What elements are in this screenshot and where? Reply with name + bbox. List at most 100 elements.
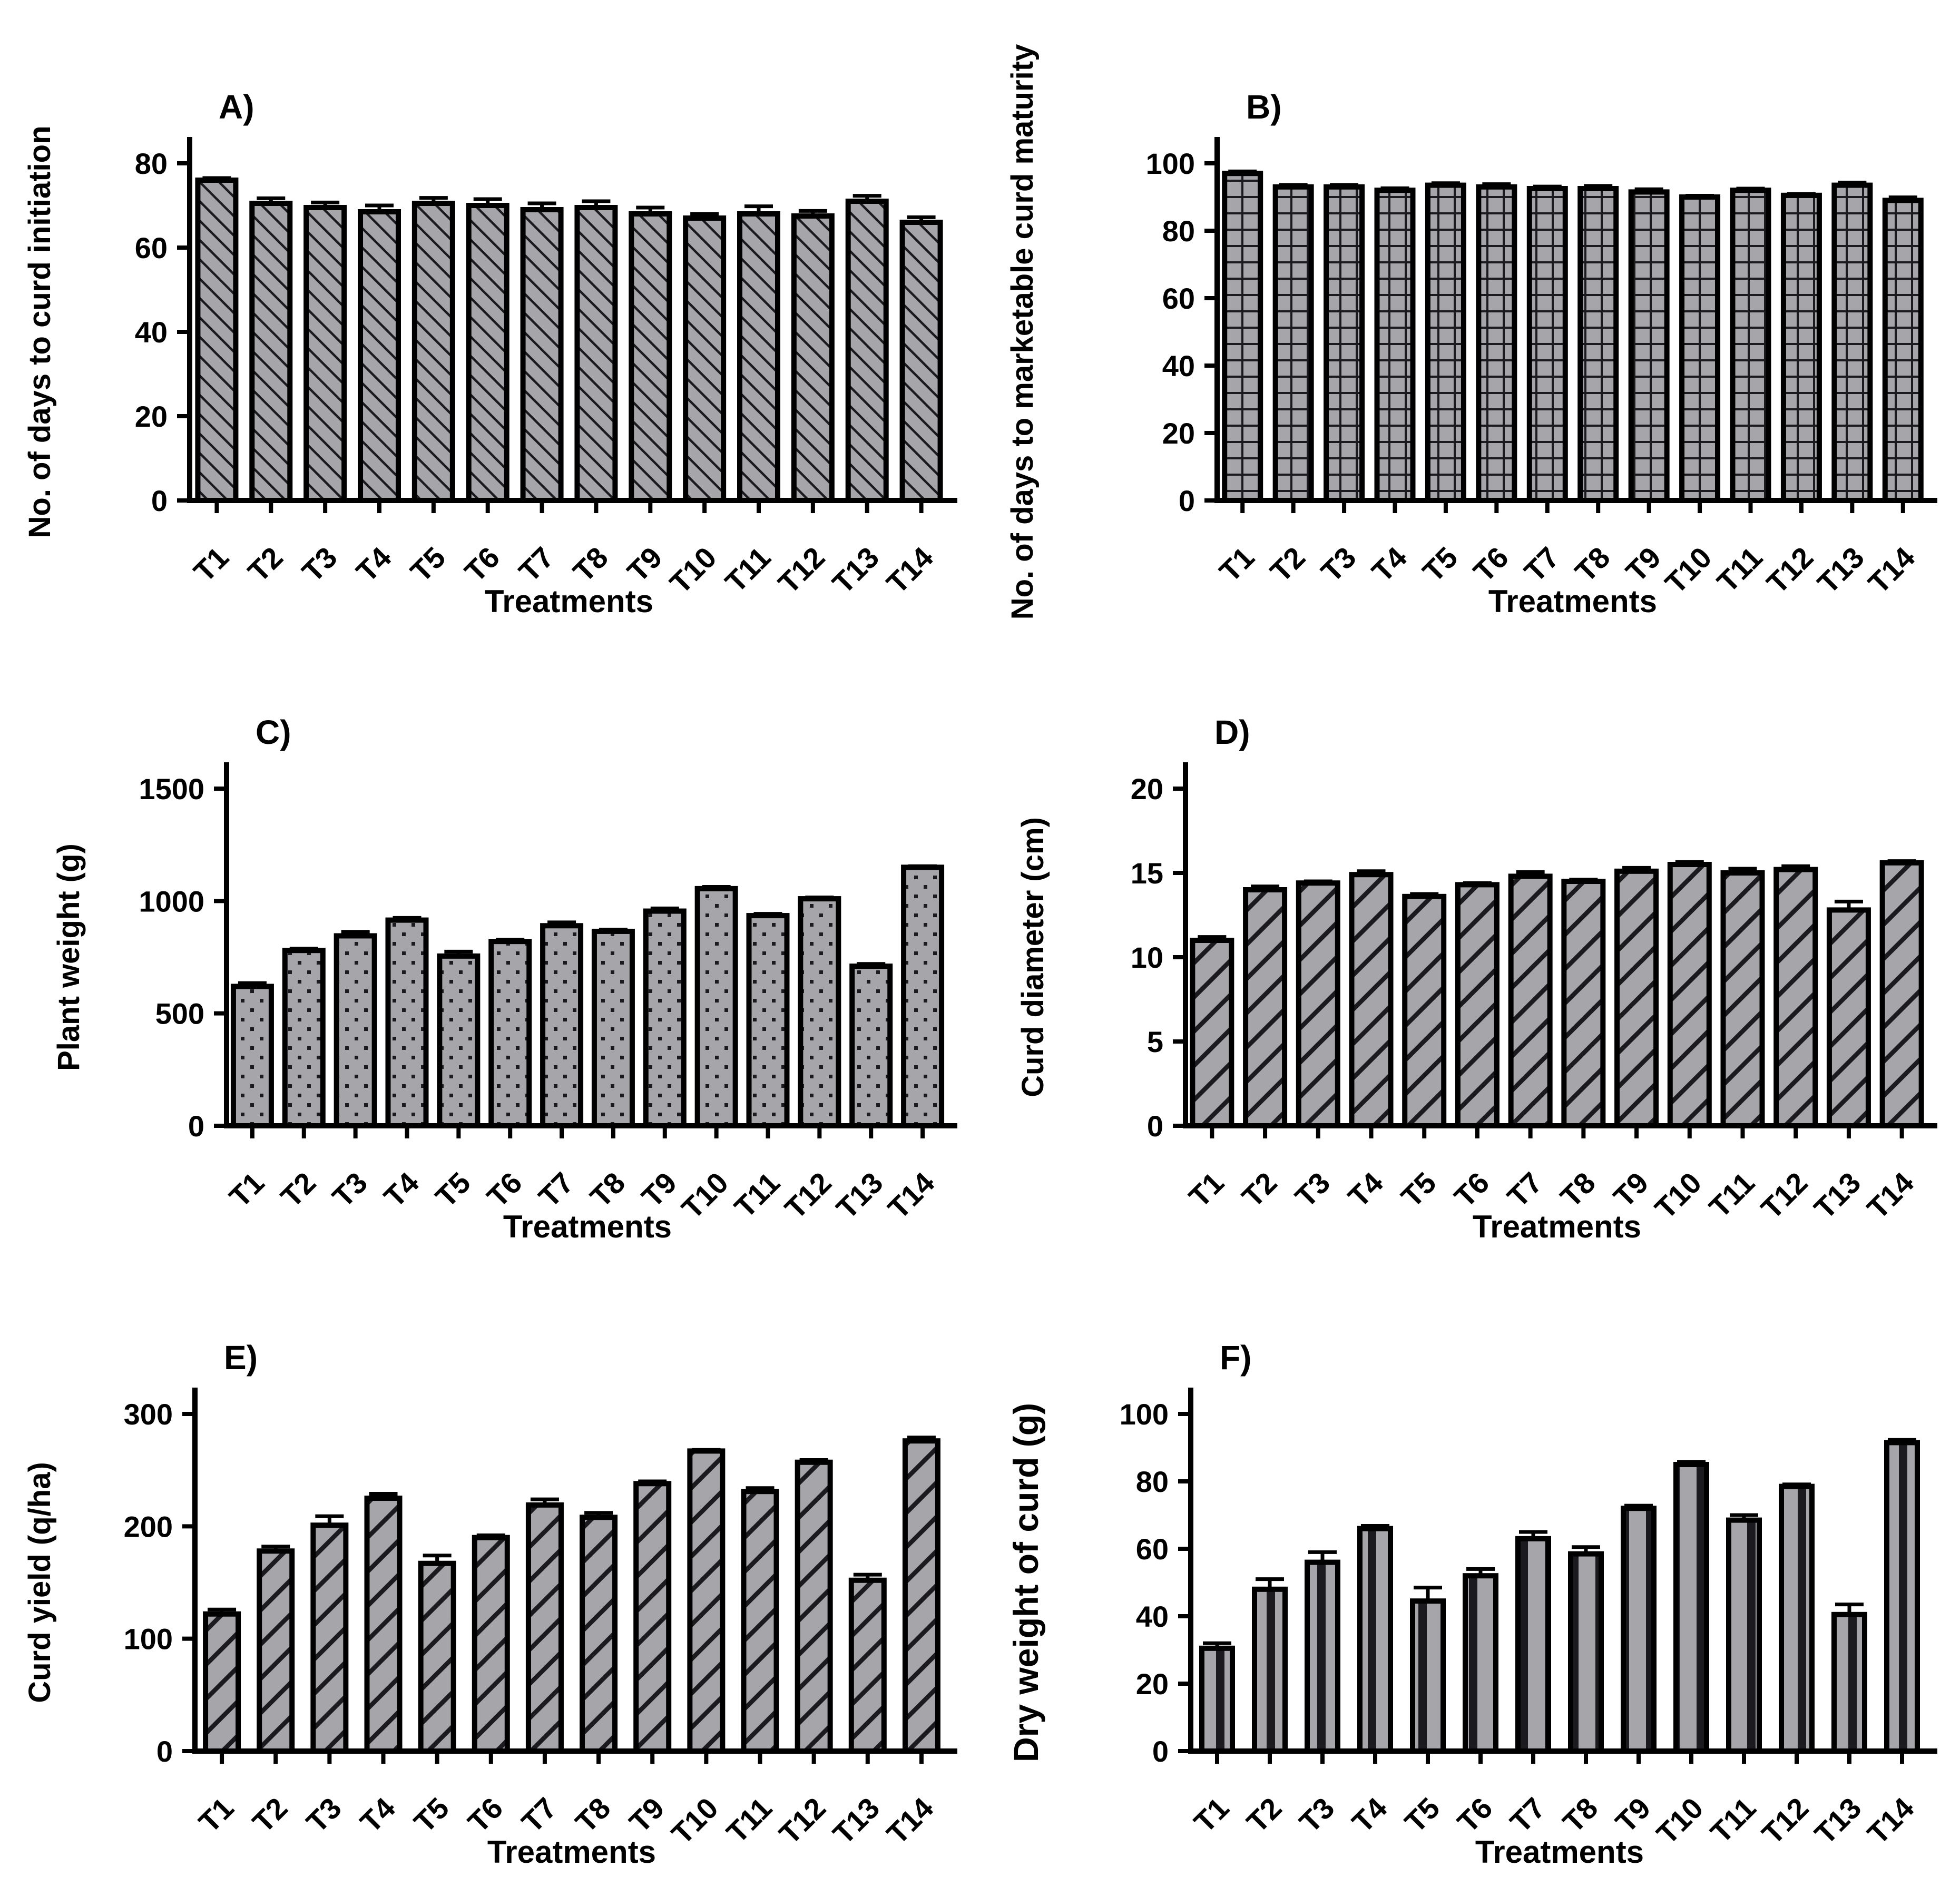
bar-group-t5: T5: [1416, 181, 1466, 588]
y-tick-label: 100: [124, 1623, 173, 1656]
x-tick-label: T11: [1702, 1166, 1761, 1224]
bar-hatch: [797, 1462, 830, 1751]
bar-hatch: [468, 205, 507, 500]
bar-hatch: [1529, 189, 1565, 500]
bar-group-t5: T5: [404, 196, 455, 588]
x-tick-label: T7: [1518, 541, 1566, 588]
x-tick-label: T1: [223, 1166, 271, 1214]
bar-hatch: [852, 966, 890, 1126]
x-tick-label: T5: [1395, 1166, 1443, 1214]
x-axis-label: Treatments: [1475, 1834, 1644, 1870]
x-axis-label: Treatments: [503, 1209, 672, 1244]
bar-group-t6: T6: [481, 938, 532, 1214]
bar-group-t9: T9: [1619, 187, 1670, 588]
x-tick-label: T11: [719, 541, 777, 599]
bar-group-t4: T4: [1365, 186, 1416, 588]
x-tick-label: T14: [880, 1791, 940, 1851]
bar-hatch: [306, 208, 345, 500]
panel-letter: C): [256, 713, 291, 751]
x-tick-label: T13: [1808, 1791, 1868, 1851]
bar-hatch: [697, 888, 736, 1126]
bar-hatch: [1670, 864, 1709, 1126]
bar-group-t6: T6: [458, 197, 509, 588]
bar-group-t4: T4: [1346, 1524, 1393, 1839]
x-tick-label: T2: [246, 1791, 294, 1839]
bar-hatch: [1511, 876, 1550, 1126]
bar-group-t13: T13: [1811, 180, 1873, 600]
bar-hatch: [1676, 1465, 1707, 1751]
y-tick-label: 20: [1162, 417, 1195, 450]
bar-group-t11: T11: [719, 204, 780, 599]
x-tick-label: T10: [1650, 1791, 1710, 1851]
bar-hatch: [690, 1451, 723, 1751]
x-tick-label: T14: [1860, 1166, 1920, 1225]
bar-group-t14: T14: [1861, 195, 1924, 600]
x-tick-label: T10: [1659, 541, 1718, 600]
bar-hatch: [1298, 883, 1338, 1126]
y-axis-label: Curd yield (q/ha): [23, 1462, 57, 1703]
bar-group-t10: T10: [1648, 860, 1712, 1225]
bar-group-t3: T3: [1315, 183, 1365, 588]
x-tick-label: T12: [772, 1791, 832, 1851]
bar-group-t4: T4: [354, 1491, 403, 1839]
x-tick-label: T8: [1556, 1791, 1604, 1839]
bar-hatch: [851, 1580, 884, 1751]
bar-group-t2: T2: [275, 947, 326, 1214]
x-tick-label: T10: [663, 541, 723, 600]
bar-group-t7: T7: [1518, 184, 1568, 588]
bar-group-t9: T9: [1607, 866, 1659, 1214]
x-tick-label: T8: [1554, 1166, 1602, 1214]
x-axis-label: Treatments: [485, 584, 653, 619]
x-tick-label: T12: [1755, 1166, 1814, 1225]
bar-group-t5: T5: [407, 1554, 456, 1839]
bar-group-t9: T9: [621, 205, 672, 588]
bar-group-t10: T10: [675, 885, 738, 1225]
x-tick-label: T9: [1619, 541, 1667, 588]
bar-hatch: [1834, 185, 1870, 501]
panel-b-days-to-marketable-curd-maturity: B) 0 20 40 60 80 100 T1 T2 T3 T4 T5 T6 T7 T8 T9 T10 T11 T1…: [980, 0, 1960, 625]
bar-hatch: [1682, 197, 1718, 500]
bar-group-t10: T10: [1650, 1460, 1710, 1851]
y-tick-label: 20: [1131, 772, 1163, 805]
bar-group-t11: T11: [720, 1486, 779, 1850]
bar-hatch: [1360, 1528, 1390, 1751]
x-tick-label: T14: [1861, 1791, 1920, 1851]
x-tick-label: T9: [621, 541, 669, 588]
y-tick-label: 0: [151, 484, 168, 517]
x-tick-label: T1: [192, 1791, 240, 1839]
y-tick-label: 15: [1131, 857, 1163, 890]
bar-hatch: [205, 1614, 239, 1751]
x-tick-label: T5: [404, 541, 452, 588]
bar-hatch: [259, 1551, 292, 1751]
bar-hatch: [594, 931, 632, 1126]
x-tick-label: T8: [584, 1166, 632, 1214]
bar-group-t6: T6: [1448, 881, 1500, 1214]
bar-group-t1: T1: [223, 981, 274, 1214]
bar-hatch: [1732, 190, 1769, 500]
x-tick-label: T10: [675, 1166, 734, 1225]
bar-chart-d: D) 0 5 10 15 20 T1 T2 T3 T4 T5 T6 T7 T8 T9T10T11T12T13…: [1016, 713, 1937, 1244]
bar-hatch: [1623, 1508, 1654, 1751]
bar-group-t2: T2: [1263, 183, 1314, 588]
bar-group-t2: T2: [1236, 885, 1288, 1214]
panel-a-days-to-curd-initiation: A) 0 20 40 60 80 T1 T2 T3 T4 T5 T6 T7 T8 T9 T10 T11 T12 T1…: [0, 0, 980, 625]
x-tick-label: T6: [462, 1791, 509, 1839]
bar-group-t11: T11: [1704, 1513, 1762, 1850]
panel-c-plant-weight: C) 0 500 1000 1500 T1 T2 T3 T4 T5 T6 T7 T8 T9 T10 T11 T1…: [0, 625, 980, 1251]
bar-hatch: [1465, 1576, 1496, 1751]
bar-group-t6: T6: [1451, 1567, 1498, 1839]
bar-group-t9: T9: [635, 906, 687, 1214]
bar-group-t3: T3: [296, 200, 347, 588]
y-tick-label: 0: [1152, 1735, 1169, 1768]
axes: [224, 762, 957, 1128]
y-tick-label: 1500: [139, 772, 204, 805]
x-tick-label: T8: [566, 541, 614, 588]
bar-group-t5: T5: [1398, 1586, 1446, 1839]
bar-group-t8: T8: [1556, 1545, 1604, 1839]
y-tick-label: 0: [1147, 1109, 1163, 1143]
x-tick-label: T3: [1293, 1791, 1341, 1839]
bar-group-t7: T7: [1501, 870, 1553, 1214]
x-tick-label: T11: [728, 1166, 786, 1224]
